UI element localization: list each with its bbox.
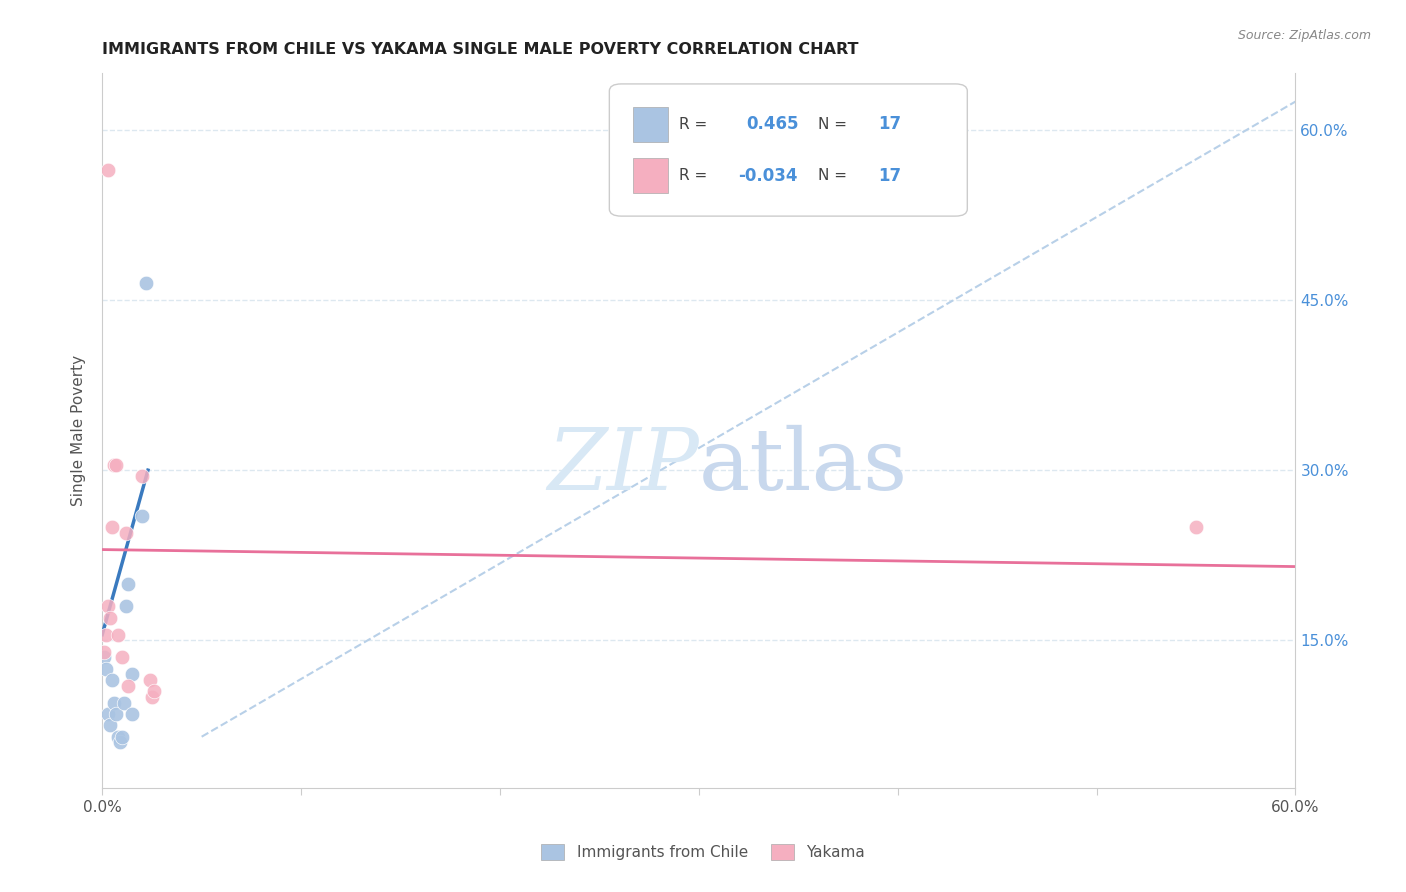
Point: [135, 276, 157, 290]
Point: [121, 706, 143, 721]
Text: Source: ZipAtlas.com: Source: ZipAtlas.com: [1237, 29, 1371, 42]
Point: [105, 706, 128, 721]
Point: [121, 667, 143, 681]
Legend: Immigrants from Chile, Yakama: Immigrants from Chile, Yakama: [536, 838, 870, 866]
Text: 0.465: 0.465: [747, 115, 799, 133]
Point: [107, 627, 129, 641]
Point: [97, 162, 120, 177]
Point: [96, 627, 118, 641]
Y-axis label: Single Male Poverty: Single Male Poverty: [72, 355, 86, 506]
Point: [111, 650, 134, 665]
Point: [108, 735, 131, 749]
FancyBboxPatch shape: [609, 84, 967, 216]
Point: [98, 610, 121, 624]
Point: [107, 730, 129, 744]
Point: [111, 730, 134, 744]
Text: 17: 17: [877, 167, 901, 185]
Point: [117, 576, 139, 591]
Text: IMMIGRANTS FROM CHILE VS YAKAMA SINGLE MALE POVERTY CORRELATION CHART: IMMIGRANTS FROM CHILE VS YAKAMA SINGLE M…: [103, 42, 859, 57]
Point: [139, 673, 162, 687]
Point: [101, 520, 124, 534]
Text: N =: N =: [818, 117, 852, 132]
Point: [103, 458, 125, 472]
Point: [97, 706, 120, 721]
Point: [141, 690, 163, 704]
Point: [103, 696, 125, 710]
Point: [115, 525, 138, 540]
Text: R =: R =: [679, 169, 711, 184]
Text: ZIP: ZIP: [547, 425, 699, 508]
Text: R =: R =: [679, 117, 711, 132]
Point: [117, 679, 139, 693]
Point: [1185, 520, 1208, 534]
Text: atlas: atlas: [699, 425, 908, 508]
Point: [115, 599, 138, 614]
Point: [93, 645, 115, 659]
Point: [97, 599, 120, 614]
Point: [142, 684, 165, 698]
Point: [98, 718, 121, 732]
Point: [112, 696, 135, 710]
Point: [93, 650, 115, 665]
Point: [131, 508, 153, 523]
Point: [101, 673, 124, 687]
Point: [96, 662, 118, 676]
Text: -0.034: -0.034: [738, 167, 797, 185]
Point: [131, 468, 153, 483]
Text: 17: 17: [877, 115, 901, 133]
FancyBboxPatch shape: [633, 159, 668, 194]
Point: [105, 458, 128, 472]
FancyBboxPatch shape: [633, 106, 668, 142]
Text: N =: N =: [818, 169, 852, 184]
